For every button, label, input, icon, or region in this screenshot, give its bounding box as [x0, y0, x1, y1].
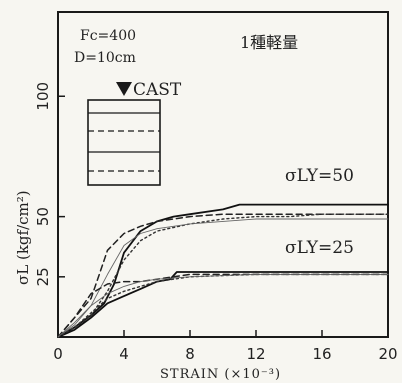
x-tick-label: 8: [185, 345, 195, 363]
specimen-outline: [87, 99, 161, 186]
series-line-25-thin: [57, 273, 389, 338]
fc-annotation: Fc=400: [80, 28, 136, 44]
x-tick-label: 0: [53, 345, 63, 363]
series-line-25-dashed: [57, 273, 389, 338]
cast-label: CAST: [133, 80, 182, 100]
y-tick-label: 25: [34, 267, 52, 286]
series-line-50-thin: [57, 218, 389, 338]
x-tick-label: 4: [119, 345, 129, 363]
x-tick-label: 20: [378, 345, 397, 363]
series-layer: [57, 203, 389, 338]
tick-marks: [57, 95, 389, 337]
y-tick-label: 50: [34, 207, 52, 226]
series-line-50-dotted: [57, 213, 389, 338]
x-tick-label: 16: [312, 345, 331, 363]
type-label: 1種軽量: [240, 33, 298, 52]
series-line-50-dashed: [57, 213, 389, 338]
y-tick-label: 100: [34, 82, 52, 111]
cast-arrow-icon: [116, 82, 132, 96]
cast-diagram: CAST: [87, 80, 182, 186]
x-tick-label: 12: [246, 345, 265, 363]
sly25-label: σLY=25: [285, 238, 354, 258]
y-axis-label: σL (kgf/cm²): [14, 190, 32, 285]
d-annotation: D=10cm: [74, 50, 136, 66]
sly50-label: σLY=50: [285, 166, 354, 186]
plot-frame: [57, 11, 389, 338]
series-line-50-solid: [57, 203, 389, 338]
series-line-25-solid: [57, 271, 389, 338]
x-axis-label: STRAIN (×10⁻³): [160, 367, 281, 382]
